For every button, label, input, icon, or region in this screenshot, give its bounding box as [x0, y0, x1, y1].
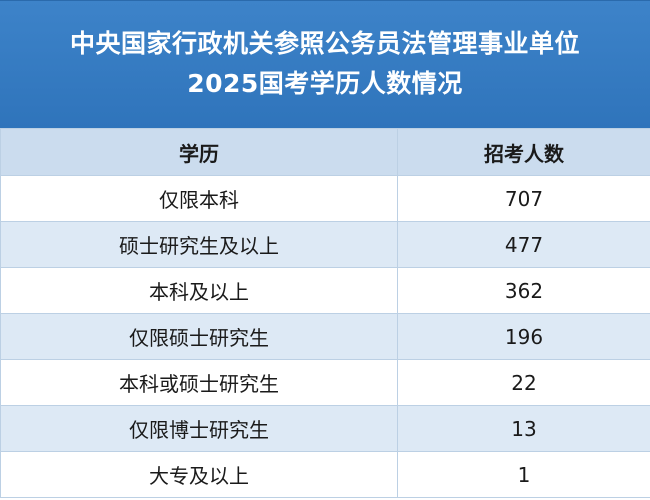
education-table: 学历 招考人数 仅限本科 707 硕士研究生及以上 477 本科及以上 362 …: [0, 128, 650, 498]
count-cell: 362: [397, 267, 650, 314]
table-header-row: 学历 招考人数: [0, 128, 650, 176]
education-cell: 本科或硕士研究生: [0, 359, 398, 406]
table-row: 仅限博士研究生 13: [0, 405, 650, 452]
column-header-education: 学历: [0, 128, 398, 176]
title-banner: 中央国家行政机关参照公务员法管理事业单位 2025国考学历人数情况: [0, 0, 650, 128]
education-cell: 仅限硕士研究生: [0, 313, 398, 360]
count-cell: 22: [397, 359, 650, 406]
count-cell: 707: [397, 175, 650, 222]
count-cell: 1: [397, 451, 650, 498]
count-cell: 196: [397, 313, 650, 360]
page-title: 中央国家行政机关参照公务员法管理事业单位: [69, 28, 580, 58]
table-row: 仅限本科 707: [0, 175, 650, 222]
count-cell: 477: [397, 221, 650, 268]
count-cell: 13: [397, 405, 650, 452]
column-header-count: 招考人数: [397, 128, 650, 176]
education-cell: 硕士研究生及以上: [0, 221, 398, 268]
table-row: 本科及以上 362: [0, 267, 650, 314]
table-row: 本科或硕士研究生 22: [0, 359, 650, 406]
education-cell: 本科及以上: [0, 267, 398, 314]
education-cell: 仅限本科: [0, 175, 398, 222]
page-subtitle: 2025国考学历人数情况: [187, 68, 463, 98]
education-cell: 大专及以上: [0, 451, 398, 498]
table-row: 大专及以上 1: [0, 451, 650, 498]
education-cell: 仅限博士研究生: [0, 405, 398, 452]
table-row: 硕士研究生及以上 477: [0, 221, 650, 268]
table-row: 仅限硕士研究生 196: [0, 313, 650, 360]
